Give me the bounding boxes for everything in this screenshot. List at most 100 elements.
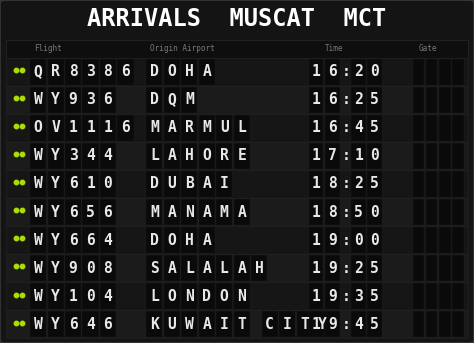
- Bar: [351, 171, 366, 197]
- Bar: [7, 170, 467, 198]
- Text: 9: 9: [69, 261, 77, 276]
- Text: A: A: [202, 233, 211, 248]
- Bar: [216, 255, 232, 281]
- Bar: [426, 227, 438, 253]
- Text: Flight: Flight: [34, 44, 62, 53]
- Text: 4: 4: [104, 289, 112, 304]
- Bar: [146, 171, 162, 197]
- Bar: [439, 87, 451, 113]
- Bar: [30, 171, 46, 197]
- Text: R: R: [185, 120, 194, 135]
- Bar: [47, 227, 64, 253]
- Text: :: :: [342, 149, 351, 163]
- Bar: [181, 283, 197, 309]
- Text: A: A: [167, 120, 176, 135]
- Bar: [30, 115, 46, 141]
- Bar: [82, 311, 99, 338]
- Text: W: W: [185, 317, 194, 332]
- Bar: [351, 311, 366, 338]
- Bar: [453, 227, 464, 253]
- Bar: [164, 283, 180, 309]
- Bar: [47, 143, 64, 169]
- Text: H: H: [185, 233, 194, 248]
- Text: A: A: [167, 149, 176, 163]
- Bar: [100, 143, 116, 169]
- Bar: [146, 87, 162, 113]
- Text: 4: 4: [354, 317, 363, 332]
- Bar: [325, 199, 339, 225]
- Text: 5: 5: [370, 176, 379, 191]
- Text: W: W: [34, 92, 43, 107]
- Text: Y: Y: [51, 149, 60, 163]
- Text: M: M: [150, 120, 159, 135]
- Text: 6: 6: [69, 176, 77, 191]
- Bar: [216, 115, 232, 141]
- Text: 0: 0: [104, 176, 112, 191]
- Text: K: K: [150, 317, 159, 332]
- Bar: [199, 143, 215, 169]
- Bar: [181, 227, 197, 253]
- Text: W: W: [34, 289, 43, 304]
- Bar: [426, 87, 438, 113]
- Bar: [309, 115, 323, 141]
- Text: U: U: [220, 120, 228, 135]
- Text: Q: Q: [167, 92, 176, 107]
- Bar: [100, 255, 116, 281]
- Text: 4: 4: [86, 317, 95, 332]
- Bar: [181, 311, 197, 338]
- Bar: [413, 171, 424, 197]
- Bar: [47, 87, 64, 113]
- Bar: [100, 115, 116, 141]
- Bar: [325, 311, 339, 338]
- Text: M: M: [150, 204, 159, 220]
- Bar: [146, 199, 162, 225]
- Text: 2: 2: [354, 64, 363, 79]
- Text: O: O: [167, 233, 176, 248]
- Bar: [325, 59, 339, 85]
- Text: Y: Y: [51, 317, 60, 332]
- Bar: [100, 283, 116, 309]
- Bar: [325, 87, 339, 113]
- Text: A: A: [202, 204, 211, 220]
- Bar: [181, 115, 197, 141]
- Bar: [181, 143, 197, 169]
- Text: R: R: [51, 64, 60, 79]
- Bar: [325, 171, 339, 197]
- Bar: [216, 143, 232, 169]
- Bar: [367, 283, 382, 309]
- Bar: [199, 255, 215, 281]
- Bar: [146, 283, 162, 309]
- Bar: [199, 59, 215, 85]
- Bar: [325, 115, 339, 141]
- Bar: [351, 199, 366, 225]
- Bar: [7, 282, 467, 310]
- Text: :: :: [342, 120, 351, 135]
- Text: 8: 8: [104, 64, 112, 79]
- Text: 1: 1: [312, 261, 320, 276]
- Bar: [164, 143, 180, 169]
- Bar: [146, 227, 162, 253]
- Bar: [47, 283, 64, 309]
- Text: 9: 9: [328, 261, 337, 276]
- Bar: [82, 115, 99, 141]
- Bar: [164, 311, 180, 338]
- Text: 0: 0: [86, 289, 95, 304]
- Bar: [309, 255, 323, 281]
- Bar: [7, 142, 467, 170]
- Bar: [413, 115, 424, 141]
- Text: 1: 1: [86, 176, 95, 191]
- Text: 5: 5: [370, 261, 379, 276]
- Bar: [351, 115, 366, 141]
- Bar: [279, 311, 295, 338]
- Text: Y: Y: [51, 261, 60, 276]
- Text: 6: 6: [121, 64, 130, 79]
- Text: A: A: [167, 204, 176, 220]
- Bar: [100, 311, 116, 338]
- Bar: [164, 59, 180, 85]
- Bar: [199, 283, 215, 309]
- Bar: [181, 59, 197, 85]
- Text: 6: 6: [328, 120, 337, 135]
- Text: 4: 4: [104, 233, 112, 248]
- Text: 0: 0: [370, 149, 379, 163]
- Text: 8: 8: [328, 204, 337, 220]
